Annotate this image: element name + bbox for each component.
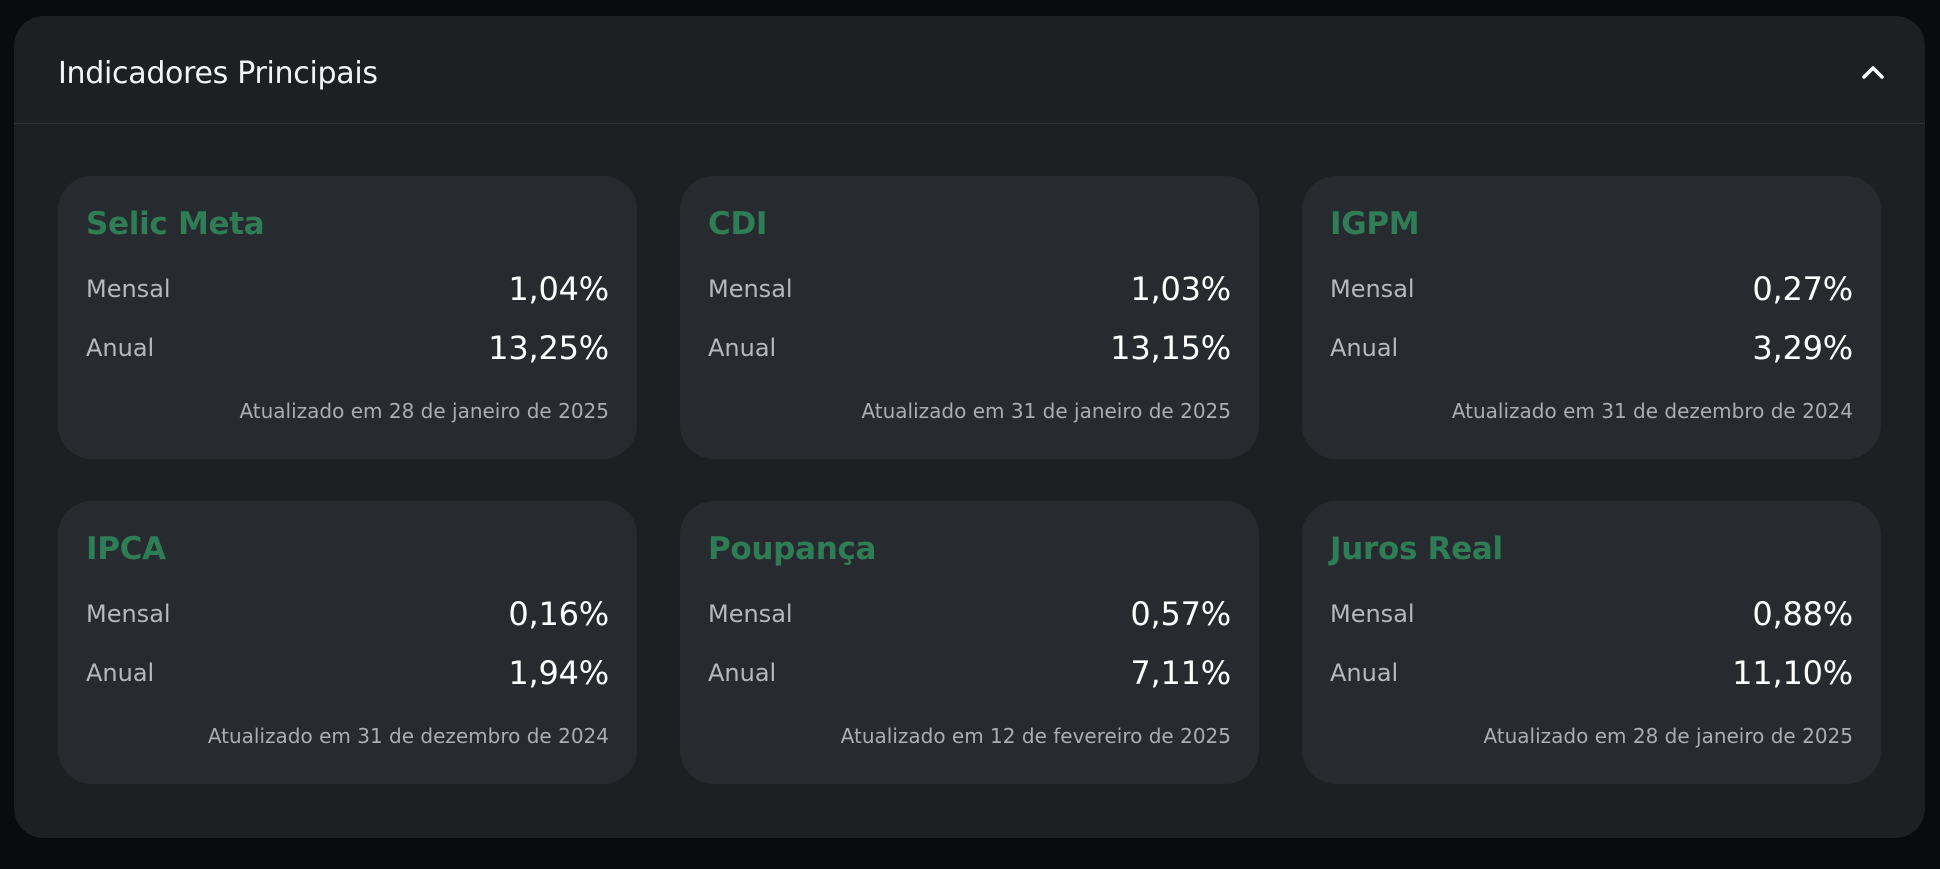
indicators-panel: Indicadores Principais Selic Meta Mensal…: [14, 16, 1925, 838]
annual-value: 13,15%: [1110, 329, 1231, 367]
annual-row: Anual 11,10%: [1330, 654, 1853, 692]
panel-title: Indicadores Principais: [58, 56, 378, 91]
card-title: CDI: [708, 206, 768, 242]
card-title: Juros Real: [1330, 531, 1503, 567]
monthly-label: Mensal: [708, 600, 793, 628]
indicator-card-ipca: IPCA Mensal 0,16% Anual 1,94% Atualizado…: [58, 501, 637, 784]
annual-value: 1,94%: [508, 654, 609, 692]
indicator-card-poupanca: Poupança Mensal 0,57% Anual 7,11% Atuali…: [680, 501, 1259, 784]
monthly-value: 0,88%: [1752, 595, 1853, 633]
collapse-button[interactable]: [1849, 50, 1897, 94]
annual-label: Anual: [1330, 659, 1399, 687]
annual-row: Anual 3,29%: [1330, 329, 1853, 367]
annual-value: 13,25%: [488, 329, 609, 367]
annual-label: Anual: [1330, 334, 1399, 362]
indicator-card-cdi: CDI Mensal 1,03% Anual 13,15% Atualizado…: [680, 176, 1259, 459]
monthly-value: 0,27%: [1752, 270, 1853, 308]
annual-value: 7,11%: [1130, 654, 1231, 692]
card-title: Selic Meta: [86, 206, 265, 242]
monthly-label: Mensal: [1330, 600, 1415, 628]
panel-header[interactable]: Indicadores Principais: [14, 16, 1925, 124]
monthly-value: 1,04%: [508, 270, 609, 308]
monthly-label: Mensal: [1330, 275, 1415, 303]
monthly-label: Mensal: [86, 600, 171, 628]
card-title: IGPM: [1330, 206, 1420, 242]
indicator-card-igpm: IGPM Mensal 0,27% Anual 3,29% Atualizado…: [1302, 176, 1881, 459]
monthly-row: Mensal 0,16%: [86, 595, 609, 633]
annual-label: Anual: [708, 334, 777, 362]
updated-date: Atualizado em 31 de janeiro de 2025: [861, 399, 1231, 423]
annual-value: 3,29%: [1752, 329, 1853, 367]
monthly-row: Mensal 1,03%: [708, 270, 1231, 308]
annual-row: Anual 1,94%: [86, 654, 609, 692]
chevron-up-icon: [1862, 66, 1884, 79]
monthly-label: Mensal: [708, 275, 793, 303]
annual-label: Anual: [708, 659, 777, 687]
indicator-card-juros-real: Juros Real Mensal 0,88% Anual 11,10% Atu…: [1302, 501, 1881, 784]
card-title: IPCA: [86, 531, 166, 567]
monthly-row: Mensal 0,27%: [1330, 270, 1853, 308]
indicator-card-selic-meta: Selic Meta Mensal 1,04% Anual 13,25% Atu…: [58, 176, 637, 459]
monthly-row: Mensal 0,88%: [1330, 595, 1853, 633]
annual-row: Anual 13,25%: [86, 329, 609, 367]
monthly-row: Mensal 1,04%: [86, 270, 609, 308]
monthly-value: 0,57%: [1130, 595, 1231, 633]
updated-date: Atualizado em 12 de fevereiro de 2025: [840, 724, 1231, 748]
monthly-value: 1,03%: [1130, 270, 1231, 308]
updated-date: Atualizado em 31 de dezembro de 2024: [1451, 399, 1853, 423]
updated-date: Atualizado em 28 de janeiro de 2025: [239, 399, 609, 423]
annual-row: Anual 7,11%: [708, 654, 1231, 692]
annual-label: Anual: [86, 659, 155, 687]
monthly-row: Mensal 0,57%: [708, 595, 1231, 633]
card-title: Poupança: [708, 531, 877, 567]
annual-label: Anual: [86, 334, 155, 362]
updated-date: Atualizado em 31 de dezembro de 2024: [207, 724, 609, 748]
monthly-label: Mensal: [86, 275, 171, 303]
annual-row: Anual 13,15%: [708, 329, 1231, 367]
monthly-value: 0,16%: [508, 595, 609, 633]
annual-value: 11,10%: [1732, 654, 1853, 692]
updated-date: Atualizado em 28 de janeiro de 2025: [1483, 724, 1853, 748]
indicators-grid: Selic Meta Mensal 1,04% Anual 13,25% Atu…: [58, 176, 1881, 784]
